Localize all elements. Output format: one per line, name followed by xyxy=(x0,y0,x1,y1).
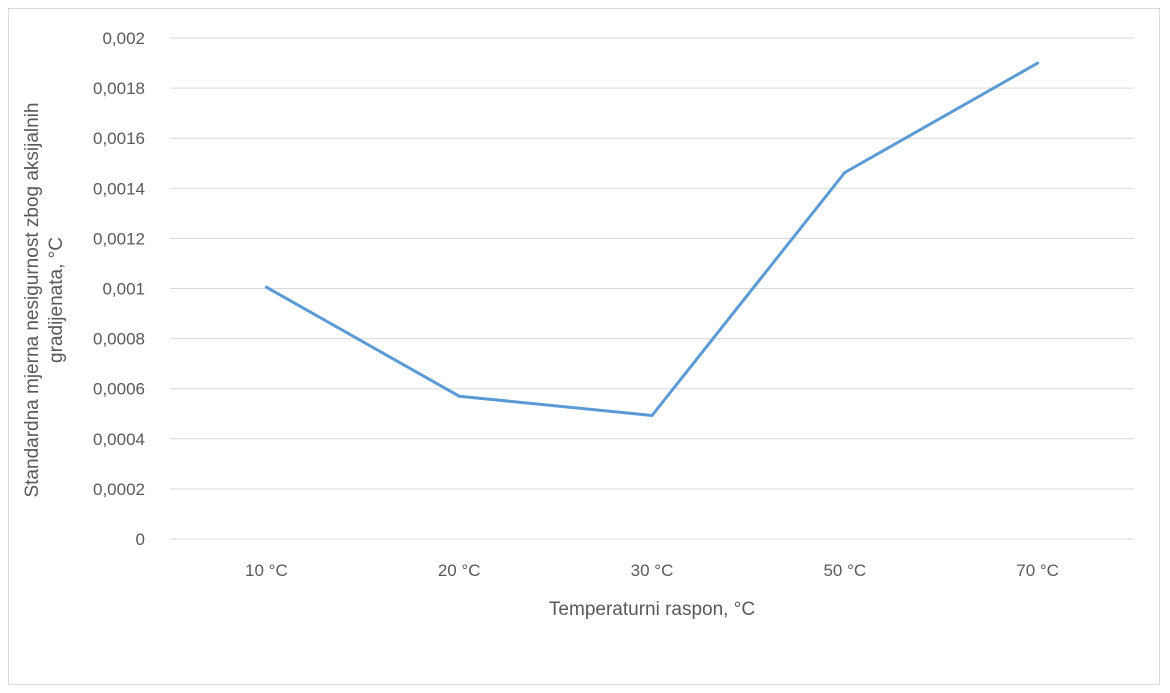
y-tick-label: 0 xyxy=(136,530,145,549)
x-tick-label: 30 °C xyxy=(631,561,674,580)
series-line xyxy=(264,61,1040,417)
data-point xyxy=(264,285,268,289)
x-tick-label: 10 °C xyxy=(245,561,288,580)
data-point xyxy=(457,394,461,398)
data-point xyxy=(843,171,847,175)
y-tick-label: 0,0012 xyxy=(93,229,145,248)
y-tick-labels: 0 0,0002 0,0004 0,0006 0,0008 0,001 0,0012 0,00… xyxy=(93,29,145,549)
x-tick-label: 70 °C xyxy=(1016,561,1059,580)
gridlines xyxy=(170,37,1134,540)
data-point xyxy=(1036,61,1040,65)
y-tick-label: 0,002 xyxy=(102,29,145,48)
y-tick-label: 0,0004 xyxy=(93,430,145,449)
y-tick-label: 0,0002 xyxy=(93,480,145,499)
y-tick-label: 0,0006 xyxy=(93,380,145,399)
y-tick-label: 0,0014 xyxy=(93,179,145,198)
y-tick-label: 0,0008 xyxy=(93,330,145,349)
y-axis-title-line-1: Standardna mjerna nesigurnost zbog aksij… xyxy=(22,102,43,497)
y-axis-title-line-2: gradijenata, °C xyxy=(46,237,67,363)
series-group xyxy=(264,61,1040,418)
y-tick-label: 0,001 xyxy=(102,280,145,299)
chart-frame xyxy=(8,8,1160,685)
x-tick-labels: 10 °C 20 °C 30 °C 50 °C 70 °C xyxy=(245,561,1059,580)
x-tick-label: 50 °C xyxy=(823,561,866,580)
x-axis-title: Temperaturni raspon, °C xyxy=(549,599,755,620)
y-tick-label: 0,0016 xyxy=(93,129,145,148)
y-tick-label: 0,0018 xyxy=(93,79,145,98)
data-point xyxy=(650,414,654,418)
x-tick-label: 20 °C xyxy=(438,561,481,580)
